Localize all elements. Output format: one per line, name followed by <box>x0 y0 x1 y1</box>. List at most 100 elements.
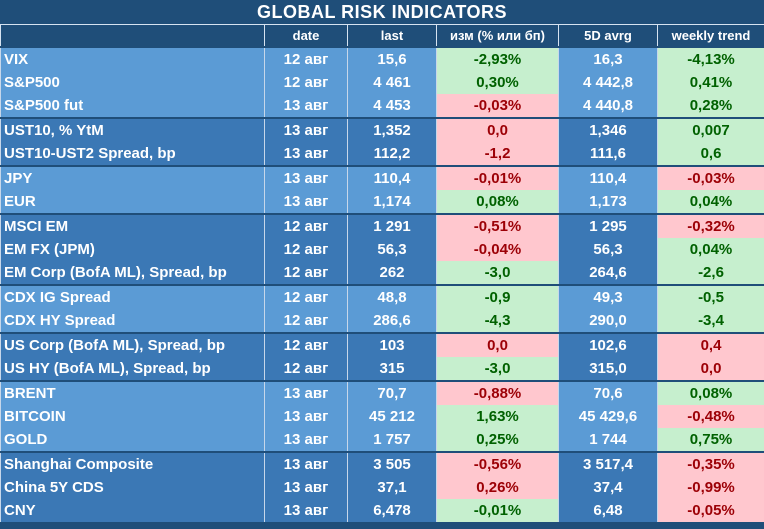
indicator-name: UST10-UST2 Spread, bp <box>0 142 265 166</box>
date-cell: 13 авг <box>264 405 348 428</box>
date-cell: 13 авг <box>264 94 348 118</box>
indicator-name: MSCI EM <box>0 213 265 238</box>
date-cell: 12 авг <box>264 332 348 357</box>
change-cell: -0,04% <box>436 238 559 261</box>
five-day-average-cell: 1,173 <box>558 190 658 214</box>
five-day-average-cell: 16,3 <box>558 46 658 71</box>
change-cell: -0,01% <box>436 165 559 190</box>
date-cell: 13 авг <box>264 428 348 452</box>
date-cell: 13 авг <box>264 190 348 214</box>
last-value-cell: 56,3 <box>347 238 437 261</box>
date-cell: 12 авг <box>264 284 348 309</box>
change-cell: -0,56% <box>436 451 559 476</box>
five-day-average-cell: 49,3 <box>558 284 658 309</box>
change-cell: -0,9 <box>436 284 559 309</box>
last-value-cell: 70,7 <box>347 380 437 405</box>
five-day-average-cell: 70,6 <box>558 380 658 405</box>
page-title: GLOBAL RISK INDICATORS <box>0 0 764 24</box>
indicator-name: EM FX (JPM) <box>0 238 265 261</box>
five-day-average-cell: 264,6 <box>558 261 658 285</box>
table-row: EM Corp (BofA ML), Spread, bp 12 авг 262 -3… <box>0 261 764 285</box>
last-value-cell: 112,2 <box>347 142 437 166</box>
weekly-trend-cell: 0,41% <box>657 71 764 94</box>
table-row: MSCI EM 12 авг 1 291 -0,51% 1 295 -0,32% <box>0 213 764 238</box>
table-header-row: date last изм (% или бп) 5D avrg weekly … <box>0 24 764 48</box>
last-value-cell: 315 <box>347 357 437 381</box>
last-value-cell: 37,1 <box>347 476 437 499</box>
date-cell: 12 авг <box>264 46 348 71</box>
weekly-trend-cell: 0,04% <box>657 190 764 214</box>
last-value-cell: 286,6 <box>347 309 437 333</box>
indicator-name: CDX IG Spread <box>0 284 265 309</box>
five-day-average-cell: 4 440,8 <box>558 94 658 118</box>
table-row: US HY (BofA ML), Spread, bp 12 авг 315 -3,0… <box>0 357 764 381</box>
indicator-name: S&P500 <box>0 71 265 94</box>
last-value-cell: 48,8 <box>347 284 437 309</box>
five-day-average-cell: 56,3 <box>558 238 658 261</box>
date-cell: 12 авг <box>264 309 348 333</box>
change-cell: -2,93% <box>436 46 559 71</box>
five-day-average-cell: 290,0 <box>558 309 658 333</box>
date-cell: 12 авг <box>264 213 348 238</box>
weekly-trend-cell: 0,04% <box>657 238 764 261</box>
change-cell: 1,63% <box>436 405 559 428</box>
weekly-trend-cell: 0,28% <box>657 94 764 118</box>
weekly-trend-cell: 0,4 <box>657 332 764 357</box>
header-5d-average: 5D avrg <box>558 24 658 48</box>
change-cell: -0,01% <box>436 499 559 522</box>
table-row: BITCOIN 13 авг 45 212 1,63% 45 429,6 -0,48% <box>0 405 764 428</box>
weekly-trend-cell: -0,48% <box>657 405 764 428</box>
last-value-cell: 4 453 <box>347 94 437 118</box>
table-row: GOLD 13 авг 1 757 0,25% 1 744 0,75% <box>0 428 764 452</box>
header-last: last <box>347 24 437 48</box>
table-row: VIX 12 авг 15,6 -2,93% 16,3 -4,13% <box>0 46 764 71</box>
indicator-name: UST10, % YtM <box>0 117 265 142</box>
date-cell: 12 авг <box>264 261 348 285</box>
table-row: EUR 13 авг 1,174 0,08% 1,173 0,04% <box>0 190 764 214</box>
last-value-cell: 110,4 <box>347 165 437 190</box>
five-day-average-cell: 6,48 <box>558 499 658 522</box>
weekly-trend-cell: -3,4 <box>657 309 764 333</box>
header-weekly-trend: weekly trend <box>657 24 764 48</box>
indicator-name: Shanghai Composite <box>0 451 265 476</box>
change-cell: -4,3 <box>436 309 559 333</box>
weekly-trend-cell: 0,08% <box>657 380 764 405</box>
indicator-name: BITCOIN <box>0 405 265 428</box>
indicator-name: JPY <box>0 165 265 190</box>
header-indicator <box>0 24 265 48</box>
table-row: CDX IG Spread 12 авг 48,8 -0,9 49,3 -0,5 <box>0 284 764 309</box>
date-cell: 13 авг <box>264 142 348 166</box>
date-cell: 13 авг <box>264 380 348 405</box>
indicator-name: S&P500 fut <box>0 94 265 118</box>
weekly-trend-cell: 0,0 <box>657 357 764 381</box>
table-row: S&P500 12 авг 4 461 0,30% 4 442,8 0,41% <box>0 71 764 94</box>
last-value-cell: 6,478 <box>347 499 437 522</box>
table-row: CNY 13 авг 6,478 -0,01% 6,48 -0,05% <box>0 499 764 522</box>
weekly-trend-cell: -0,35% <box>657 451 764 476</box>
date-cell: 13 авг <box>264 117 348 142</box>
table-row: EM FX (JPM) 12 авг 56,3 -0,04% 56,3 0,04% <box>0 238 764 261</box>
indicator-name: VIX <box>0 46 265 71</box>
weekly-trend-cell: -0,05% <box>657 499 764 522</box>
last-value-cell: 1 757 <box>347 428 437 452</box>
five-day-average-cell: 1,346 <box>558 117 658 142</box>
table-row: UST10-UST2 Spread, bp 13 авг 112,2 -1,2 111,… <box>0 142 764 166</box>
five-day-average-cell: 102,6 <box>558 332 658 357</box>
table-row: Shanghai Composite 13 авг 3 505 -0,56% 3 517… <box>0 451 764 476</box>
weekly-trend-cell: 0,75% <box>657 428 764 452</box>
date-cell: 13 авг <box>264 499 348 522</box>
five-day-average-cell: 1 295 <box>558 213 658 238</box>
indicator-name: CDX HY Spread <box>0 309 265 333</box>
change-cell: 0,25% <box>436 428 559 452</box>
date-cell: 12 авг <box>264 357 348 381</box>
table-row: UST10, % YtM 13 авг 1,352 0,0 1,346 0,007 <box>0 117 764 142</box>
weekly-trend-cell: -0,03% <box>657 165 764 190</box>
weekly-trend-cell: -0,5 <box>657 284 764 309</box>
five-day-average-cell: 45 429,6 <box>558 405 658 428</box>
change-cell: -0,03% <box>436 94 559 118</box>
change-cell: -0,88% <box>436 380 559 405</box>
change-cell: -1,2 <box>436 142 559 166</box>
indicator-name: US Corp (BofA ML), Spread, bp <box>0 332 265 357</box>
date-cell: 12 авг <box>264 71 348 94</box>
header-date: date <box>264 24 348 48</box>
